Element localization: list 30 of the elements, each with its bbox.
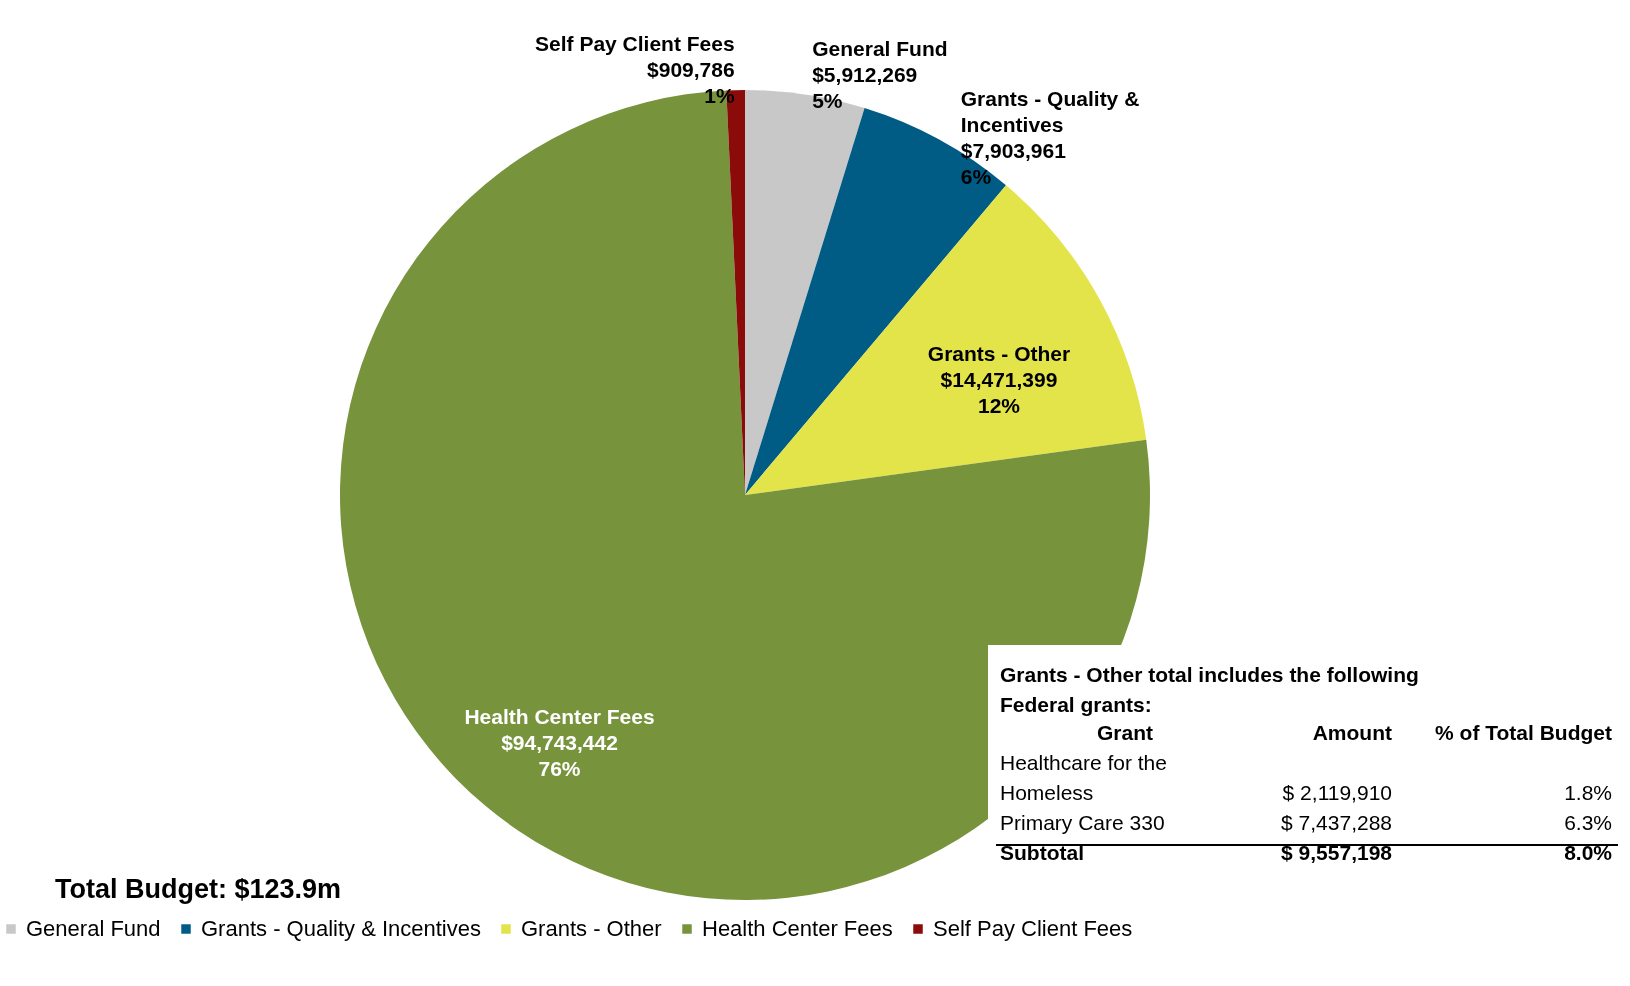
pie-slice	[745, 185, 1147, 495]
text: 8.0%	[1564, 841, 1613, 864]
text: % of Total Budget	[1435, 721, 1613, 744]
pie-slice	[745, 90, 865, 495]
text: Subtotal	[1000, 841, 1084, 864]
slice-label: General Fund	[812, 37, 948, 61]
text: Amount	[1312, 721, 1392, 744]
text: $ 9,557,198	[1281, 841, 1393, 864]
slice-label: Self Pay Client Fees	[535, 32, 735, 56]
slice-label: Grants - Quality & Incentives	[960, 87, 1140, 137]
data-label: $14,471,399 12%	[940, 368, 1058, 418]
data-label: $94,743,442 76%	[501, 730, 618, 780]
text: 1.8%	[1564, 781, 1612, 804]
text: Healthcare for the Homeless	[1000, 751, 1167, 804]
text: Grants - Other total includes the following Federal grants:	[1000, 663, 1419, 716]
slice-label: Grants - Other	[927, 342, 1071, 366]
text: 6.3%	[1564, 811, 1612, 834]
data-label: $7,903,961 6%	[960, 139, 1067, 189]
legend-label: Grants - Quality & Incentives	[201, 916, 481, 941]
data-label: $5,912,269 5%	[812, 63, 918, 113]
text: Grant	[1096, 721, 1154, 744]
text: $ 2,119,910	[1282, 781, 1392, 804]
slice-label: Health Center Fees	[464, 704, 655, 728]
legend-label: Self Pay Client Fees	[933, 916, 1133, 941]
legend-label: General Fund	[26, 916, 161, 941]
text: Primary Care 330	[1000, 811, 1165, 834]
legend-label: Grants - Other	[521, 916, 662, 941]
text: Total Budget: $123.9m	[55, 874, 342, 904]
legend-label: Health Center Fees	[702, 916, 893, 941]
text: $ 7,437,288	[1281, 811, 1392, 834]
